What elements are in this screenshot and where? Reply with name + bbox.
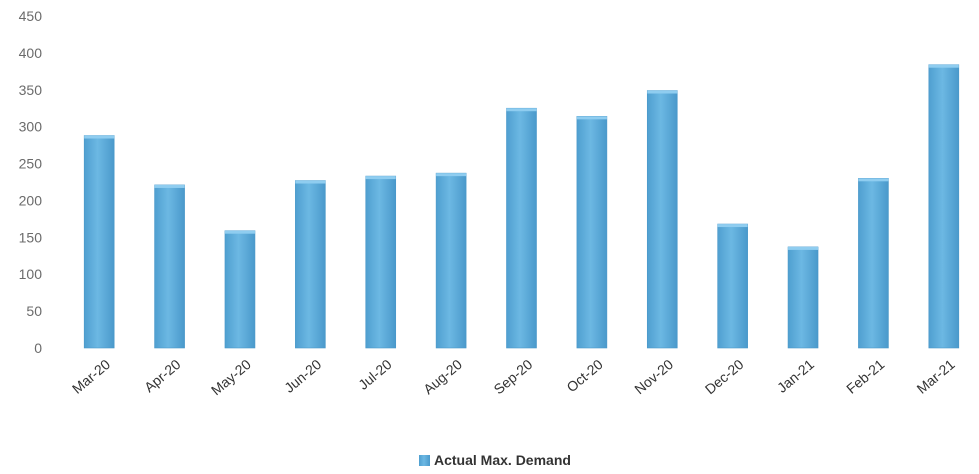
bar [576, 116, 608, 349]
bar [295, 180, 326, 349]
bar-cap [506, 108, 537, 112]
bar-cap [928, 64, 959, 68]
x-tick-label: Sep-20 [491, 356, 536, 397]
bar [928, 64, 960, 349]
x-tick-label: Nov-20 [631, 356, 676, 397]
y-tick-label: 0 [34, 340, 42, 356]
bar-cap [154, 184, 185, 188]
legend-label: Actual Max. Demand [434, 452, 571, 468]
bar-cap [224, 230, 255, 234]
bars [83, 64, 960, 349]
y-axis: 0 50 100 150 200 250 300 350 400 450 [19, 8, 43, 356]
x-axis: Mar-20 Apr-20 May-20 Jun-20 Jul-20 Aug-20 Sep-… [69, 356, 958, 398]
bar-cap [295, 180, 326, 184]
y-tick-label: 50 [26, 303, 42, 319]
bar-cap [84, 135, 115, 139]
x-tick-label: Mar-21 [913, 356, 957, 397]
bar-cap [576, 116, 607, 120]
y-tick-label: 400 [19, 45, 43, 61]
x-tick-label: Jul-20 [355, 356, 395, 393]
bar [717, 223, 748, 349]
x-tick-label: Jan-21 [774, 356, 817, 396]
bar [154, 184, 185, 349]
x-tick-label: Aug-20 [420, 356, 465, 397]
y-tick-label: 300 [19, 119, 43, 135]
bar-cap [647, 90, 678, 94]
x-tick-label: Oct-20 [563, 356, 606, 395]
bar-cap [365, 176, 396, 180]
bar-cap [858, 178, 889, 182]
bar [506, 107, 537, 349]
x-tick-label: Dec-20 [702, 356, 747, 397]
y-tick-label: 250 [19, 156, 43, 172]
bar-cap [788, 246, 819, 250]
legend: Actual Max. Demand [419, 452, 571, 468]
x-tick-label: Mar-20 [69, 356, 113, 397]
y-tick-label: 200 [19, 192, 43, 208]
bar [224, 230, 256, 349]
x-tick-label: Jun-20 [281, 356, 324, 396]
x-tick-label: Feb-21 [843, 356, 887, 397]
y-tick-label: 450 [19, 8, 43, 24]
x-tick-label: Apr-20 [141, 356, 184, 395]
bar-cap [717, 224, 748, 228]
bar [83, 135, 115, 349]
bar [435, 172, 467, 349]
legend-swatch [419, 455, 430, 466]
bar [646, 90, 678, 349]
y-tick-label: 350 [19, 82, 43, 98]
bar [365, 175, 397, 349]
y-tick-label: 100 [19, 266, 43, 282]
bar [858, 178, 889, 349]
bar [787, 246, 819, 349]
x-tick-label: May-20 [208, 356, 254, 398]
y-tick-label: 150 [19, 229, 43, 245]
bar-cap [436, 173, 467, 177]
